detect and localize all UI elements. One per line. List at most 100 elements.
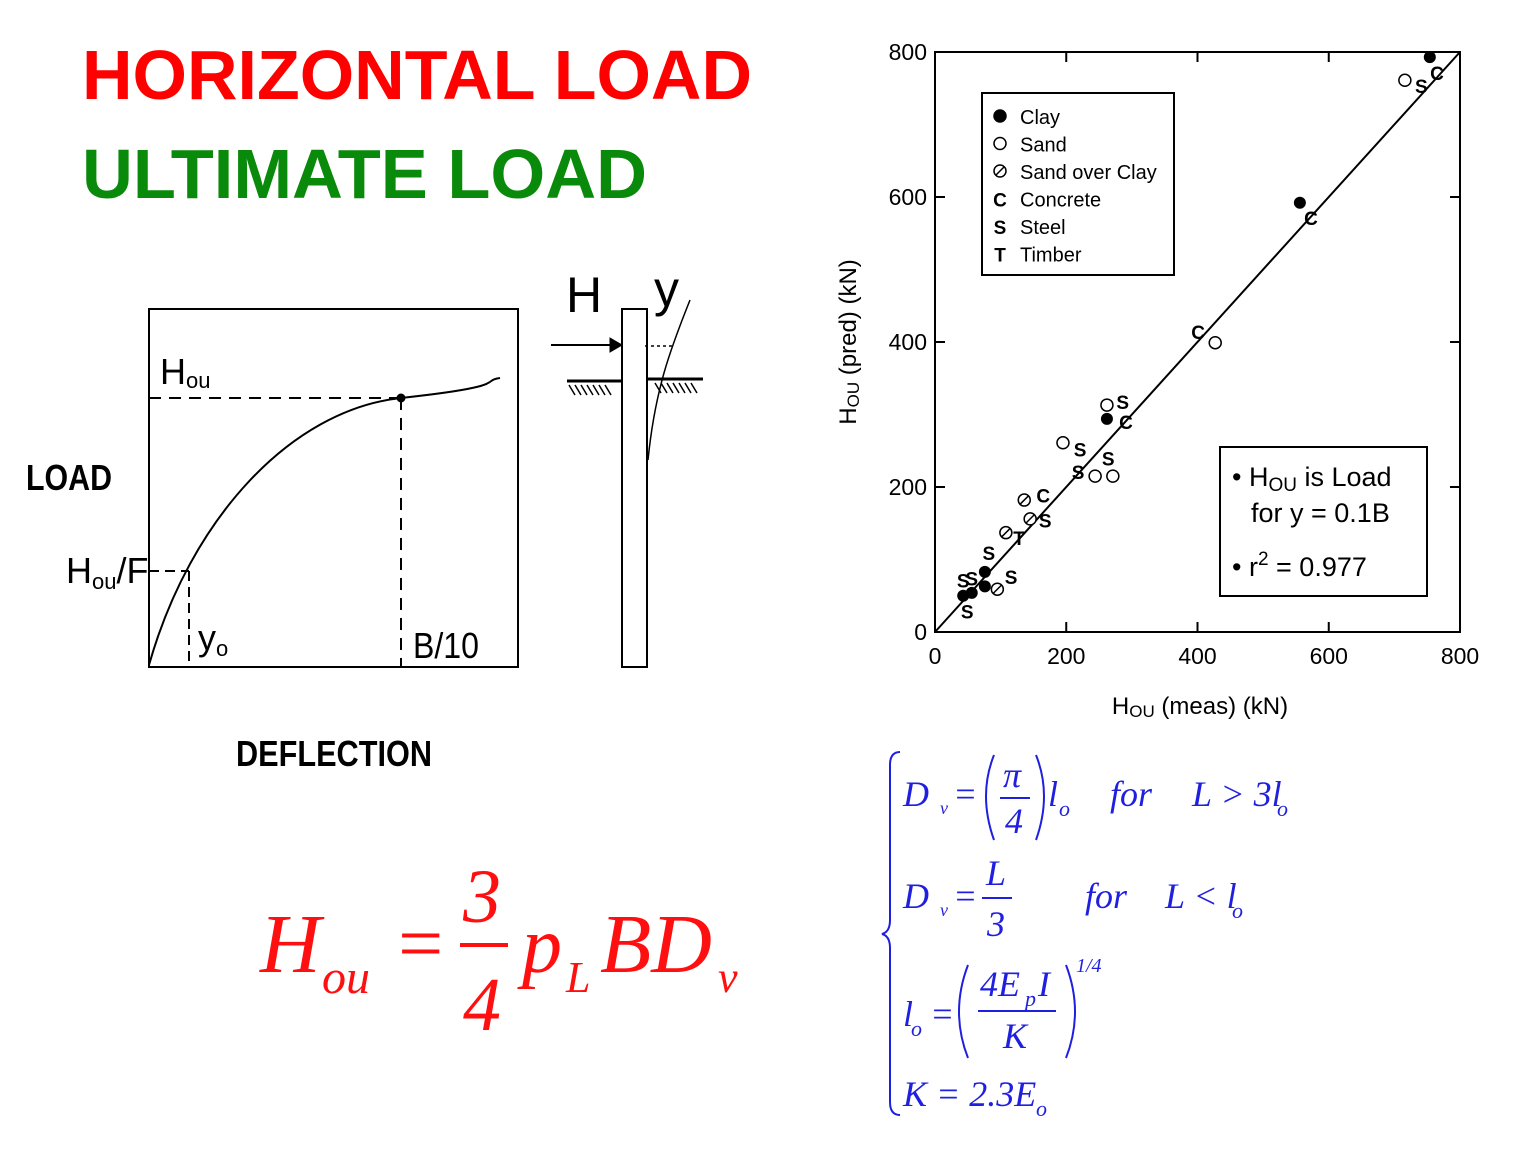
y-tick-label: 600 xyxy=(889,184,927,210)
point: C xyxy=(1191,323,1205,344)
formula-part: 1/4 xyxy=(1076,955,1102,977)
annotation-part: = 0.977 xyxy=(1269,552,1367,582)
y-tick-label: 200 xyxy=(889,474,927,500)
legend-symbol: S xyxy=(994,218,1007,239)
point: S xyxy=(982,544,995,565)
hatch xyxy=(1025,514,1035,524)
formula-part: L > 3l xyxy=(1191,774,1282,814)
y-tick-label: 800 xyxy=(889,39,927,65)
legend xyxy=(981,92,1175,276)
annotation-part: • r xyxy=(1232,552,1258,582)
annotation-part: is Load xyxy=(1297,462,1392,492)
point: S xyxy=(1039,511,1052,532)
point: S xyxy=(1005,568,1018,589)
formula-part: o xyxy=(1277,796,1288,821)
hatch xyxy=(1019,495,1029,505)
formula-part: = xyxy=(953,774,977,814)
label-sub: ou xyxy=(92,569,116,594)
point xyxy=(1423,51,1436,64)
y-tick-label: 400 xyxy=(889,329,927,355)
legend-label: Clay xyxy=(1020,107,1060,129)
formula-part: o xyxy=(911,1016,922,1041)
y-axis-label: HOU (pred) (kN) xyxy=(835,259,863,425)
point: C xyxy=(1119,413,1133,434)
soil-hatch xyxy=(568,382,698,396)
formula-part: o xyxy=(1232,898,1243,923)
point: C xyxy=(1036,487,1050,508)
parenthesis xyxy=(958,964,1076,1059)
load-axis-label: LOAD xyxy=(26,457,112,498)
label-main: H xyxy=(66,550,92,591)
reference-line xyxy=(934,51,1461,633)
point xyxy=(1208,335,1222,350)
label-main: H xyxy=(160,351,186,392)
arrow-head xyxy=(609,337,623,353)
legend-label: Sand xyxy=(1020,135,1067,157)
x-tick-label: 400 xyxy=(1178,643,1216,669)
label-sub: OU xyxy=(1129,702,1155,721)
formula-part: 4E xyxy=(980,964,1020,1004)
point xyxy=(978,565,991,578)
legend-symbol xyxy=(993,136,1007,151)
hatch xyxy=(1001,528,1011,538)
formula-part: π xyxy=(1003,755,1022,795)
formula-part: = xyxy=(393,900,447,988)
point: S xyxy=(1072,463,1085,484)
annotation: • r2 = 0.977 xyxy=(1232,549,1367,582)
fraction-bar xyxy=(460,943,508,947)
pile xyxy=(621,308,648,668)
legend-label: Sand over Clay xyxy=(1020,162,1157,184)
fraction-bar xyxy=(1000,797,1030,799)
point xyxy=(978,580,991,593)
b10-label: B/10 xyxy=(413,625,479,666)
formula-part: BD xyxy=(600,898,712,991)
legend-label: Timber xyxy=(1020,245,1082,267)
formula-system: D v = π 4 l o for L > 3l o D v = L 3 for… xyxy=(881,751,1288,1121)
title-line1: HORIZONTAL LOAD xyxy=(82,36,752,114)
label-main: H xyxy=(1112,693,1129,720)
formula-part: o xyxy=(1059,796,1070,821)
diagram-frame xyxy=(148,308,519,668)
legend-symbol xyxy=(993,109,1007,123)
point: S xyxy=(1116,393,1129,414)
point xyxy=(1056,436,1070,450)
formula-part: 3 xyxy=(462,855,501,939)
annotation-part: • H xyxy=(1232,462,1268,492)
label-rest: /F xyxy=(116,550,148,591)
formula-part: L xyxy=(985,853,1006,893)
formula-part: v xyxy=(940,798,948,818)
parenthesis xyxy=(985,754,1045,841)
legend-symbol: T xyxy=(994,246,1006,267)
formula-part: 4 xyxy=(1005,801,1023,841)
annotation-sub: OU xyxy=(1268,475,1297,496)
formula-main: H ou = 3 4 p L BD v xyxy=(259,855,738,1047)
legend-label: Concrete xyxy=(1020,190,1101,212)
point xyxy=(1398,73,1412,88)
formula-part: I xyxy=(1037,964,1052,1004)
formula-part: p xyxy=(517,902,562,990)
point xyxy=(1100,412,1113,425)
formula-part: = xyxy=(953,876,977,916)
deflected-shape xyxy=(647,299,691,461)
formula-part: o xyxy=(1036,1096,1047,1121)
formula-part: D xyxy=(902,876,929,916)
point xyxy=(1088,469,1102,483)
point: T xyxy=(1013,529,1025,550)
point: C xyxy=(1304,209,1318,230)
formula-part: L < l xyxy=(1164,876,1237,916)
annotation-sup: 2 xyxy=(1258,549,1269,570)
brace xyxy=(881,751,901,1116)
label-rest: (meas) (kN) xyxy=(1155,693,1288,720)
formula-part: l xyxy=(1048,774,1058,814)
point: S xyxy=(1415,77,1428,98)
formula-part: K xyxy=(1002,1016,1029,1056)
load-curve-diagram xyxy=(148,308,519,668)
formula-part: 3 xyxy=(986,904,1005,944)
annotation-box xyxy=(1219,446,1428,597)
load-curve xyxy=(148,377,501,666)
legend-label: Steel xyxy=(1020,217,1066,239)
formula-part: v xyxy=(940,900,948,920)
point: S xyxy=(965,569,978,590)
x-tick-label: 0 xyxy=(929,643,942,669)
